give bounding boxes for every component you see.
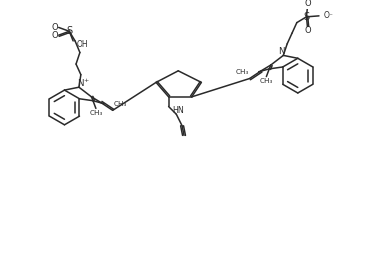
Text: CH₃: CH₃ <box>236 69 249 75</box>
Text: HN: HN <box>172 106 184 115</box>
Text: S: S <box>66 26 72 36</box>
Text: O: O <box>304 26 311 35</box>
Text: N: N <box>278 47 284 56</box>
Text: O⁻: O⁻ <box>324 11 334 20</box>
Text: O: O <box>304 0 311 8</box>
Text: O: O <box>52 31 58 40</box>
Text: +: + <box>83 78 88 83</box>
Text: CH₃: CH₃ <box>113 101 127 107</box>
Text: OH: OH <box>77 40 89 49</box>
Text: N: N <box>77 79 84 88</box>
Text: S: S <box>303 12 310 22</box>
Text: O: O <box>52 23 58 32</box>
Text: CH₃: CH₃ <box>260 78 273 84</box>
Text: CH₃: CH₃ <box>89 110 103 116</box>
